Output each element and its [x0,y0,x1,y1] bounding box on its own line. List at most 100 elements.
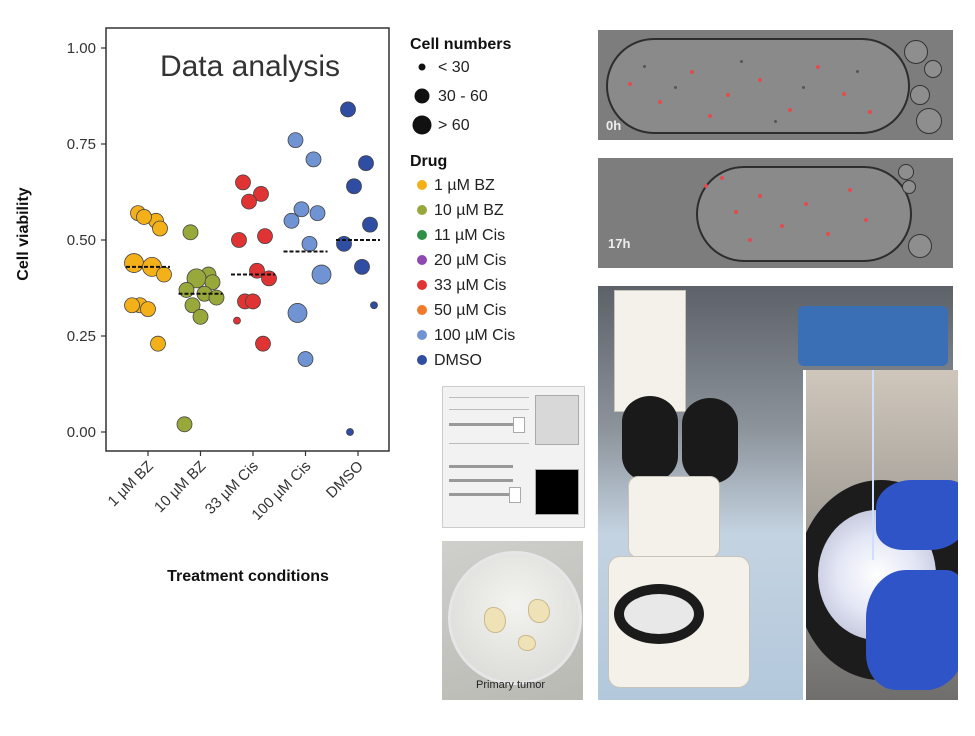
bubble [916,108,942,134]
data-point [283,212,300,229]
bubble [898,164,914,180]
data-point [140,301,156,318]
data-point [176,416,193,433]
data-point [241,193,257,210]
data-point [301,235,318,252]
tumor-fragment [518,635,536,651]
y-tick-label: 0.00 [67,424,96,441]
size-legend-title: Cell numbers [410,36,511,53]
data-point [309,205,326,222]
data-point [255,335,271,352]
y-tick-label: 0.75 [67,136,96,153]
data-point [261,270,277,287]
dish-label: Primary tumor [476,679,546,691]
color-legend-label: 1 µM BZ [434,177,495,194]
gloved-hand [866,570,958,690]
data-point [346,178,362,195]
x-tick-label: DMSO [323,458,367,502]
data-point [293,201,310,218]
data-point [136,209,152,225]
stage-ring [614,584,704,644]
data-point [124,253,144,273]
color-legend-label: 100 µM Cis [434,327,515,344]
y-tick-label: 1.00 [67,40,96,57]
data-point [370,301,378,310]
median-lines [126,239,380,295]
microscope-head [614,290,686,412]
color-legend-label: 20 µM Cis [434,252,506,269]
data-point [340,101,356,118]
x-tick-label: 10 µM BZ [151,458,209,516]
color-legend: 1 µM BZ 10 µM BZ 11 µM Cis 20 µM Cis 33 µM C… [417,177,515,369]
bubble [908,234,932,258]
timelapse-time-label: 0h [606,118,622,133]
eyepiece-left [622,396,678,482]
data-point [204,274,221,291]
data-point [257,228,273,245]
data-point [150,335,166,352]
data-point [287,303,308,323]
color-legend-marker [417,280,427,290]
tumor-fragment [528,599,550,623]
color-legend-label: DMSO [434,352,482,369]
cell-viability-chart: Data analysis 0.00 0.25 0.50 0.75 1.00 1 µM … [15,27,390,585]
size-legend-label: > 60 [438,117,470,134]
data-point [208,289,225,306]
data-point [192,308,209,325]
color-legend-marker [417,355,427,365]
y-axis-title: Cell viability [15,187,32,280]
data-point [305,151,322,168]
bubble [904,40,928,64]
color-legend-label: 10 µM BZ [434,202,504,219]
preview-window [535,469,579,515]
lab-equipment [798,306,948,366]
color-legend-marker [417,205,427,215]
gloved-hand [876,480,958,550]
data-point [235,174,251,191]
data-point [124,297,140,314]
legend: Cell numbers < 30 30 - 60 > 60 Drug 1 µM B… [410,36,515,369]
data-point [253,186,269,202]
data-point [336,235,352,252]
data-point [231,232,247,248]
data-point [297,351,314,367]
analysis-software-screenshot [442,386,585,528]
data-point [311,264,332,285]
y-tick-label: 0.25 [67,328,96,345]
color-legend-marker [417,230,427,240]
bubble [924,60,942,78]
data-point [233,316,241,325]
data-point [249,262,265,279]
color-legend-marker [417,180,427,190]
chamber-outline [606,38,910,134]
data-point [287,132,304,149]
data-point [245,293,261,310]
color-legend-marker [417,305,427,315]
microscope-body [628,476,720,558]
size-legend-label: < 30 [438,59,470,76]
preview-thumbnail [535,395,579,445]
color-legend-label: 50 µM Cis [434,302,506,319]
color-legend-marker [417,330,427,340]
eyepiece-right [682,398,738,484]
tubing [872,370,874,560]
chip-handling-photo [803,370,958,700]
y-tick-label: 0.50 [67,232,96,249]
size-legend: < 30 30 - 60 > 60 [412,59,488,135]
bubble [910,85,930,105]
size-legend-label: 30 - 60 [438,88,488,105]
x-tick-label: 1 µM BZ [105,458,157,510]
chart-title: Data analysis [160,50,340,83]
data-point [362,216,378,233]
size-legend-marker [412,115,432,135]
data-point [354,258,370,275]
data-point [346,428,354,436]
x-axis-title: Treatment conditions [167,568,329,585]
y-axis: 0.00 0.25 0.50 0.75 1.00 [67,40,106,441]
data-point [182,224,199,241]
data-point [358,155,374,172]
size-legend-marker [414,88,430,104]
chamber-outline [696,166,912,262]
color-legend-title: Drug [410,153,447,170]
